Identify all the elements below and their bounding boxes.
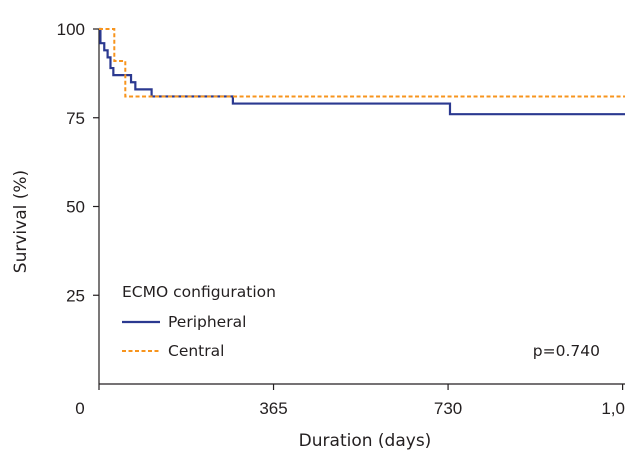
series-line-peripheral <box>99 27 625 116</box>
legend-entries: Peripheral Central <box>122 313 246 360</box>
series-line-central <box>99 28 625 98</box>
y-tick-label: 50 <box>66 198 85 217</box>
x-tick-label: 1,095 <box>601 399 625 418</box>
x-tick-label: 365 <box>259 399 287 418</box>
x-ticks: 0 365 730 1,095 <box>75 384 625 418</box>
legend: ECMO configuration Peripheral Central <box>122 283 276 360</box>
y-tick-label: 75 <box>66 109 85 128</box>
p-value-annotation: p=0.740 <box>533 342 600 360</box>
legend-title: ECMO configuration <box>122 283 276 301</box>
y-tick-label: 25 <box>66 286 85 305</box>
x-axis-label: Duration (days) <box>299 431 432 451</box>
y-tick-label: 100 <box>57 20 85 39</box>
x-tick-label: 730 <box>434 399 462 418</box>
y-ticks: 25 50 75 100 <box>57 20 99 305</box>
x-tick-label: 0 <box>75 399 84 418</box>
legend-label-central: Central <box>168 342 224 360</box>
legend-label-peripheral: Peripheral <box>168 313 246 331</box>
series-group <box>99 27 625 116</box>
y-axis-label: Survival (%) <box>11 170 31 273</box>
